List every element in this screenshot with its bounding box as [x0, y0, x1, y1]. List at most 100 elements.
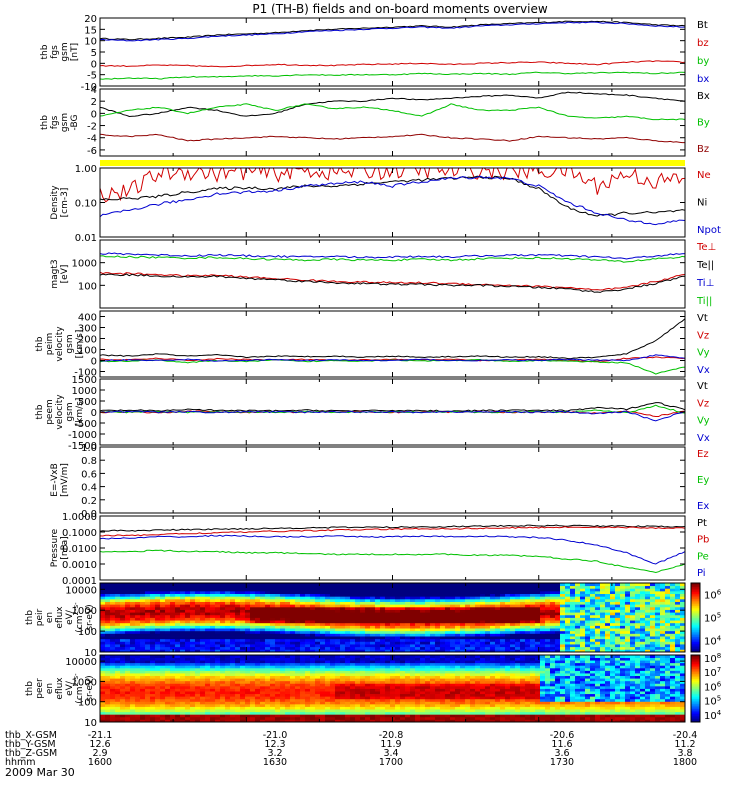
spectrogram-cell [610, 617, 616, 621]
spectrogram-cell [620, 588, 626, 592]
spectrogram-cell [210, 688, 216, 692]
spectrogram-cell [285, 680, 291, 684]
spectrogram-cell [250, 703, 256, 707]
spectrogram-cell [280, 701, 286, 705]
spectrogram-cell [135, 698, 141, 702]
spectrogram-cell [310, 644, 316, 648]
spectrogram-cell [215, 678, 221, 682]
spectrogram-cell [320, 590, 326, 595]
spectrogram-cell [360, 683, 366, 687]
spectrogram-cell [615, 644, 621, 648]
spectrogram-cell [450, 585, 456, 589]
spectrogram-cell [155, 625, 161, 629]
spectrogram-cell [230, 719, 236, 723]
spectrogram-cell [345, 641, 351, 645]
spectrogram-cell [445, 614, 451, 618]
spectrogram-cell [250, 673, 256, 677]
spectrogram-cell [135, 665, 141, 669]
spectrogram-cell [290, 701, 296, 705]
spectrogram-cell [620, 590, 626, 595]
spectrogram-cell [225, 646, 231, 650]
spectrogram-cell [370, 609, 376, 613]
spectrogram-cell [155, 622, 161, 626]
spectrogram-cell [600, 604, 606, 608]
spectrogram-cell [255, 716, 261, 720]
spectrogram-cell [120, 596, 126, 600]
spectrogram-cell [170, 633, 176, 637]
spectrogram-cell [245, 670, 251, 674]
spectrogram-cell [310, 662, 316, 666]
spectrogram-cell [365, 660, 371, 664]
spectrogram-cell [110, 585, 116, 589]
spectrogram-cell [260, 583, 266, 587]
spectrogram-cell [135, 614, 141, 618]
spectrogram-cell [660, 601, 666, 605]
spectrogram-cell [665, 601, 671, 605]
spectrogram-cell [405, 641, 411, 645]
spectrogram-cell [220, 601, 226, 605]
spectrogram-cell [340, 696, 346, 700]
spectrogram-cell [370, 596, 376, 600]
spectrogram-cell [135, 660, 141, 664]
spectrogram-cell [350, 612, 356, 616]
spectrogram-cell [340, 698, 346, 702]
spectrogram-cell [270, 630, 276, 634]
spectrogram-cell [115, 673, 121, 677]
spectrogram-cell [510, 646, 516, 650]
spectrogram-cell [300, 646, 306, 650]
spectrogram-cell [180, 673, 186, 677]
spectrogram-cell [490, 649, 496, 653]
spectrogram-cell [155, 698, 161, 702]
spectrogram-cell [490, 633, 496, 637]
spectrogram-cell [460, 649, 466, 653]
spectrogram-cell [170, 662, 176, 666]
spectrogram-cell [235, 604, 241, 608]
spectrogram-cell [260, 617, 266, 621]
spectrogram-cell [175, 709, 181, 713]
spectrogram-cell [205, 665, 211, 669]
spectrogram-cell [325, 662, 331, 666]
spectrogram-cell [440, 596, 446, 600]
spectrogram-cell [210, 614, 216, 618]
spectrogram-cell [225, 641, 231, 645]
spectrogram-cell [320, 662, 326, 666]
spectrogram-cell [615, 590, 621, 595]
spectrogram-cell [505, 601, 511, 605]
spectrogram-cell [390, 633, 396, 637]
spectrogram-cell [320, 685, 326, 689]
spectrogram-cell [115, 612, 121, 616]
spectrogram-cell [345, 680, 351, 684]
spectrogram-cell [670, 590, 676, 595]
spectrogram-cell [585, 622, 591, 626]
spectrogram-cell [530, 604, 536, 608]
spectrogram-cell [405, 628, 411, 632]
spectrogram-cell [110, 709, 116, 713]
spectrogram-cell [550, 593, 556, 597]
spectrogram-cell [610, 638, 616, 642]
spectrogram-cell [520, 583, 526, 587]
series-By [100, 103, 685, 121]
spectrogram-cell [230, 693, 236, 697]
spectrogram-cell [240, 598, 246, 602]
spectrogram-cell [470, 641, 476, 645]
spectrogram-cell [170, 628, 176, 632]
spectrogram-cell [110, 673, 116, 677]
spectrogram-cell [405, 609, 411, 613]
spectrogram-cell [125, 593, 131, 597]
spectrogram-cell [115, 665, 121, 669]
spectrogram-cell [125, 660, 131, 664]
spectrogram-cell [335, 675, 341, 679]
spectrogram-cell [265, 685, 271, 689]
spectrogram-cell [505, 606, 511, 610]
spectrogram-cell [425, 588, 431, 592]
spectrogram-cell [235, 585, 241, 589]
y-axis-label: [nT] [70, 43, 80, 61]
spectrogram-cell [140, 644, 146, 648]
spectrogram-cell [195, 675, 201, 679]
spectrogram-cell [145, 655, 151, 658]
spectrogram-cell [150, 612, 156, 616]
spectrogram-cell [345, 688, 351, 692]
spectrogram-cell [320, 678, 326, 682]
spectrogram-cell [440, 606, 446, 610]
spectrogram-cell [485, 622, 491, 626]
